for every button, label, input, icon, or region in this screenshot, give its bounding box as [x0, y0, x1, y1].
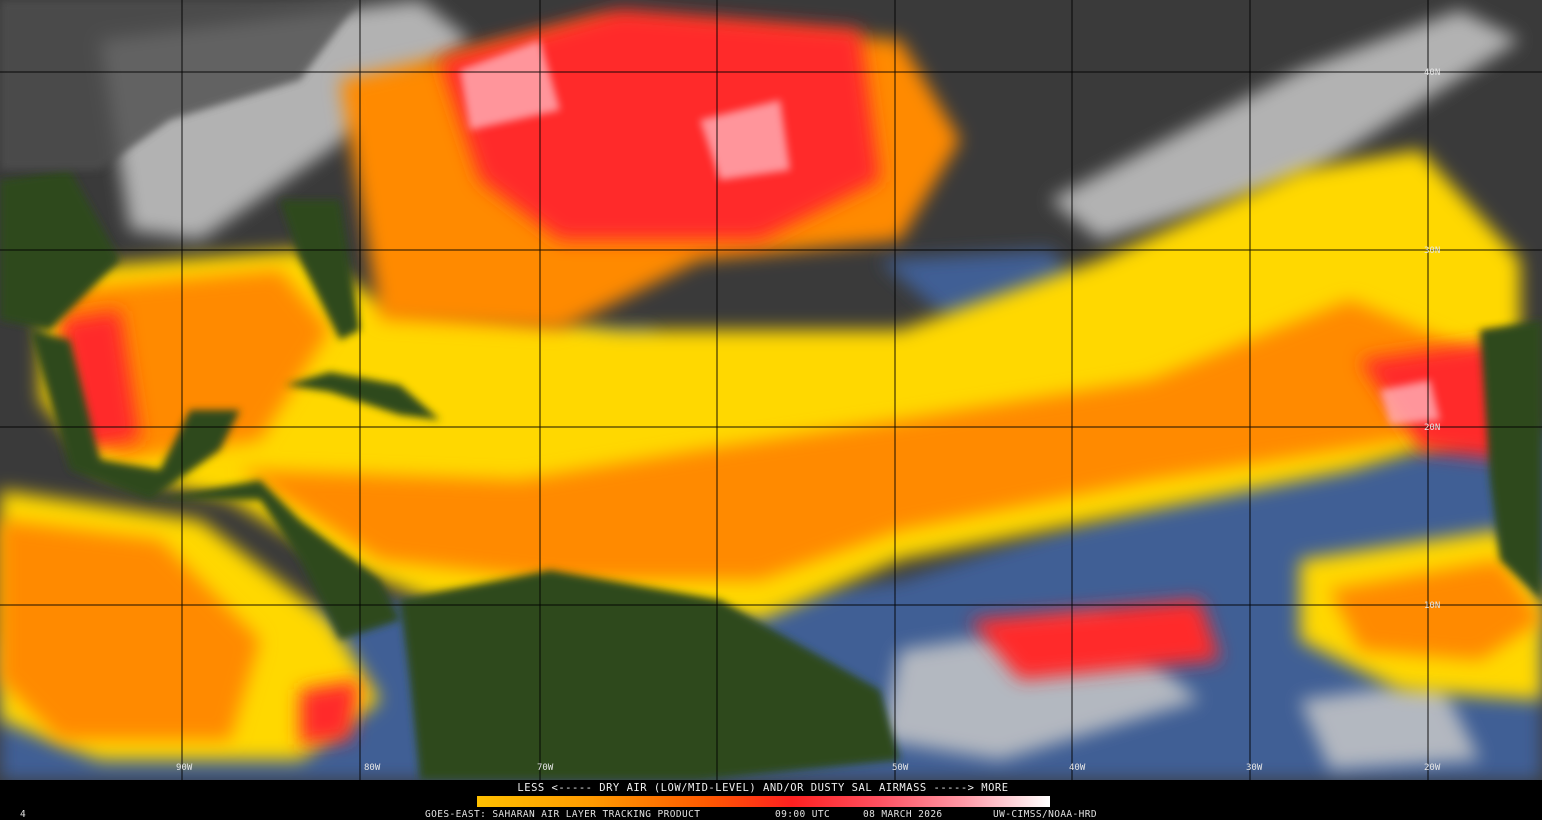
longitude-label: 50W: [892, 763, 909, 773]
date: 08 MARCH 2026: [863, 809, 943, 820]
longitude-label: 80W: [364, 763, 381, 773]
legend-caption: LESS <----- DRY AIR (LOW/MID-LEVEL) AND/…: [517, 782, 1008, 794]
credit: UW-CIMSS/NOAA-HRD: [993, 809, 1097, 820]
legend: LESS <----- DRY AIR (LOW/MID-LEVEL) AND/…: [0, 780, 1542, 820]
imagery: 40N 30N 20N 10N 90W 80W 70W 50W 40W 30W …: [0, 0, 1542, 780]
latitude-label: 20N: [1424, 423, 1440, 433]
color-scale: [477, 796, 1050, 807]
latitude-label: 40N: [1424, 68, 1440, 78]
time: 09:00 UTC: [775, 809, 830, 820]
product-name: GOES-EAST: SAHARAN AIR LAYER TRACKING PR…: [425, 809, 700, 820]
longitude-label: 40W: [1069, 763, 1086, 773]
latitude-label: 30N: [1424, 246, 1440, 256]
longitude-label: 70W: [537, 763, 554, 773]
grid: [0, 0, 1542, 780]
longitude-label: 30W: [1246, 763, 1263, 773]
longitude-label: 90W: [176, 763, 193, 773]
corner-label: 4: [20, 809, 26, 820]
longitude-label: 20W: [1424, 763, 1441, 773]
latitude-label: 10N: [1424, 601, 1440, 611]
